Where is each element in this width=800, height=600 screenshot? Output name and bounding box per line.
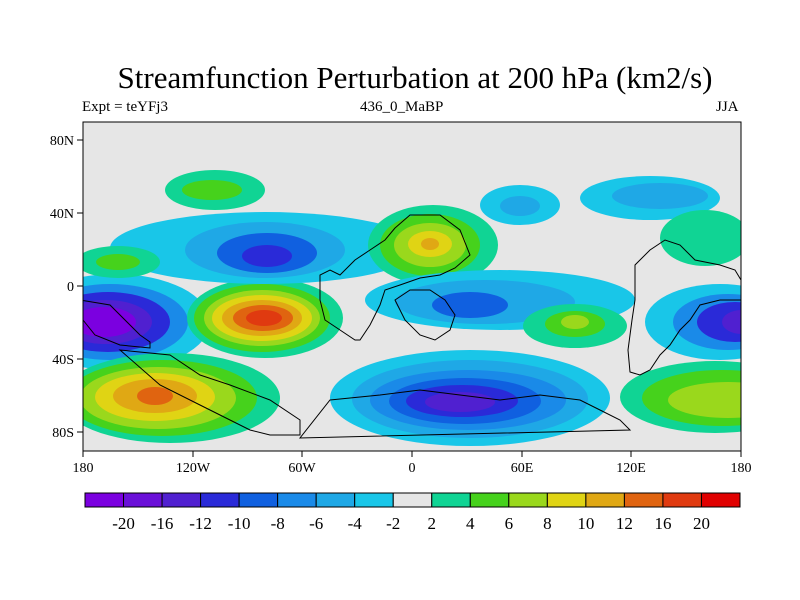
y-tick-label: 40S <box>52 353 74 368</box>
colorbar-label: -16 <box>151 514 174 533</box>
colorbar-label: 2 <box>428 514 437 533</box>
colorbar-swatch <box>392 492 433 508</box>
contour-cell-south-positive <box>83 353 280 443</box>
x-tick-label: 60E <box>511 461 534 476</box>
x-tick-label: 180 <box>73 461 94 476</box>
colorbar-swatch <box>508 492 548 508</box>
contour-cell-southeast-positive <box>620 361 741 433</box>
colorbar-label: 4 <box>466 514 475 533</box>
x-tick-label: 0 <box>409 461 416 476</box>
season-label: JJA <box>716 99 739 115</box>
colorbar-swatch <box>277 492 317 508</box>
colorbar-label: 8 <box>543 514 552 533</box>
contour-cell-pacific-positive <box>83 246 160 278</box>
colorbar-swatch <box>200 492 240 508</box>
x-tick-label: 120W <box>176 461 211 476</box>
colorbar-swatch <box>354 492 394 508</box>
contour-cell-central-negative <box>480 185 560 225</box>
colorbar-label: 6 <box>505 514 514 533</box>
colorbar-swatch <box>431 492 471 508</box>
x-tick-label: 120E <box>616 461 646 476</box>
colorbar-swatch <box>123 492 163 508</box>
x-axis-labels: 180 120W 60W 0 60E 120E 180 <box>73 461 752 476</box>
y-axis-labels: 80N 40N 0 40S 80S <box>50 134 74 441</box>
colorbar-label: 12 <box>616 514 633 533</box>
colorbar-swatch <box>238 492 279 508</box>
colorbar-swatch <box>662 492 702 508</box>
colorbar-label: -12 <box>189 514 212 533</box>
experiment-label: Expt = teYFj3 <box>82 99 168 115</box>
colorbar-label: 16 <box>654 514 671 533</box>
colorbar-swatch <box>469 492 510 508</box>
x-tick-label: 60W <box>288 461 316 476</box>
map-title: Streamfunction Perturbation at 200 hPa (… <box>117 60 713 95</box>
contour-cell-asia-negative <box>580 176 720 220</box>
colorbar-label: -6 <box>309 514 323 533</box>
colorbar-swatch <box>700 492 741 508</box>
axis-ticks <box>77 139 742 457</box>
contour-cell-north-negative <box>110 212 420 284</box>
contour-cell-indian-ocean-positive <box>523 304 627 348</box>
y-tick-label: 40N <box>50 207 74 222</box>
colorbar-swatch <box>623 492 664 508</box>
colorbar-swatch <box>161 492 202 508</box>
map-panel <box>82 121 742 452</box>
contour-cell-west-pacific-positive <box>660 210 741 266</box>
colorbar-swatch <box>315 492 356 508</box>
contour-cell-atlantic-positive <box>368 205 498 285</box>
y-tick-label: 0 <box>67 280 74 295</box>
y-tick-label: 80N <box>50 134 74 149</box>
colorbar-label: -8 <box>271 514 285 533</box>
x-tick-label: 180 <box>731 461 752 476</box>
colorbar-label: -2 <box>386 514 400 533</box>
colorbar-label: 10 <box>577 514 594 533</box>
colorbar <box>84 492 741 508</box>
colorbar-label: -20 <box>112 514 135 533</box>
coastlines <box>83 214 741 439</box>
contour-cell-subarctic-positive <box>165 170 265 210</box>
colorbar-swatch <box>84 492 125 508</box>
contour-cell-tropical-positive <box>187 278 343 358</box>
colorbar-swatch <box>585 492 625 508</box>
colorbar-labels: -20 -16 -12 -10 -8 -6 -4 -2 2 4 6 8 10 12 16 20 <box>112 514 710 533</box>
contour-field <box>83 170 741 446</box>
contour-cell-southern-ocean-negative <box>330 350 610 446</box>
colorbar-label: -4 <box>348 514 363 533</box>
y-tick-label: 80S <box>52 426 74 441</box>
run-label: 436_0_MaBP <box>360 99 444 115</box>
colorbar-label: 20 <box>693 514 710 533</box>
contour-cell-east-edge-negative <box>645 284 741 360</box>
colorbar-label: -10 <box>228 514 251 533</box>
colorbar-swatch <box>546 492 587 508</box>
